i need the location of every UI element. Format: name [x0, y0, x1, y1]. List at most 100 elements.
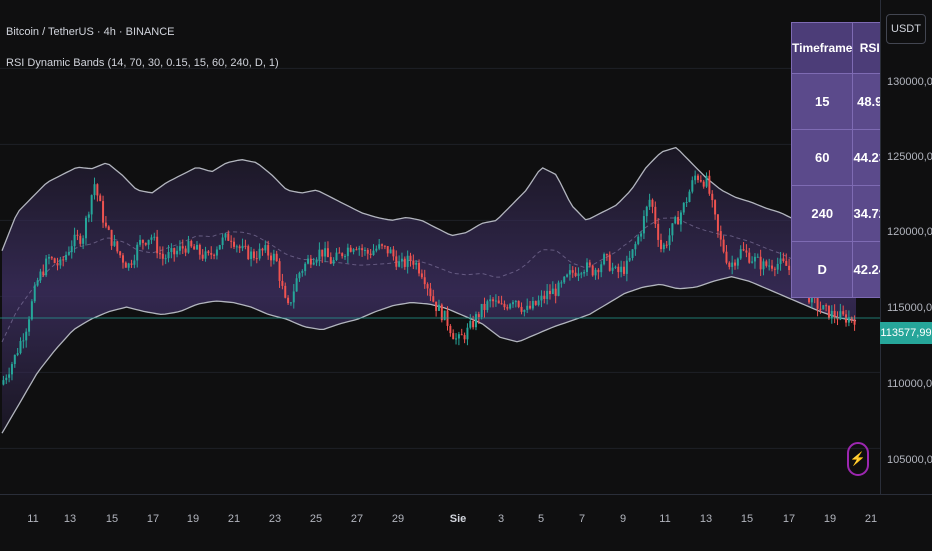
- candle-body: [600, 264, 603, 273]
- candle-body: [617, 266, 620, 273]
- candle-body: [429, 288, 432, 297]
- candle-body: [341, 253, 344, 257]
- candle-body: [90, 195, 93, 215]
- candle-body: [509, 304, 512, 309]
- candle-body: [329, 257, 332, 264]
- candle-body: [255, 258, 258, 260]
- candle-body: [483, 303, 486, 310]
- candle-body: [523, 309, 526, 312]
- candle-body: [295, 278, 298, 292]
- price-axis[interactable]: [880, 0, 932, 494]
- candle-body: [500, 303, 503, 305]
- time-tick-label: 17: [782, 513, 796, 525]
- candle-body: [773, 268, 776, 270]
- rsi-table-header-row: Timeframe RSI: [790, 22, 888, 74]
- candle-body: [139, 239, 142, 245]
- candle-body: [201, 254, 204, 259]
- table-row: 60 44.23: [790, 129, 888, 186]
- candle-body: [409, 255, 412, 261]
- candle-body: [184, 248, 187, 253]
- chart-area[interactable]: Bitcoin / TetherUS · 4h · BINANCE RSI Dy…: [0, 0, 888, 494]
- candle-body: [181, 246, 184, 249]
- candle-body: [486, 301, 489, 310]
- candle-body: [119, 251, 122, 256]
- price-chart[interactable]: [0, 0, 880, 494]
- time-tick-label: 25: [309, 513, 323, 525]
- candle-body: [121, 255, 124, 263]
- candle-body: [93, 184, 96, 196]
- candle-body: [842, 311, 845, 315]
- candle-body: [455, 338, 458, 340]
- candle-body: [338, 252, 341, 254]
- current-price-badge: 113577,99: [880, 322, 932, 344]
- candle-body: [406, 255, 409, 267]
- candle-body: [768, 265, 771, 267]
- candle-body: [352, 249, 355, 252]
- rsi-timeframe-table: Timeframe RSI 15 48.9 60 44.23 240 34.72…: [790, 22, 888, 298]
- candle-body: [324, 248, 327, 257]
- candle-body: [312, 262, 315, 265]
- candle-body: [514, 300, 517, 303]
- candle-body: [196, 244, 198, 250]
- candle-body: [332, 259, 335, 264]
- candle-body: [759, 256, 762, 270]
- candle-body: [247, 246, 250, 260]
- candle-body: [452, 333, 455, 340]
- candle-body: [116, 241, 119, 252]
- candle-body: [22, 340, 25, 342]
- currency-button[interactable]: USDT: [886, 14, 926, 44]
- candle-body: [699, 179, 702, 182]
- symbol-title[interactable]: Bitcoin / TetherUS · 4h · BINANCE: [6, 26, 175, 38]
- candle-body: [583, 271, 586, 274]
- price-tick-label: 110000,00: [887, 378, 932, 390]
- candle-body: [657, 223, 660, 240]
- candle-body: [96, 184, 99, 196]
- candle-body: [682, 202, 685, 213]
- candle-body: [53, 258, 56, 263]
- candle-body: [540, 295, 543, 301]
- candle-body: [623, 266, 625, 274]
- price-tick-label: 105000,00: [887, 454, 932, 466]
- candle-body: [153, 236, 156, 238]
- candle-body: [136, 244, 139, 261]
- candle-body: [660, 239, 662, 250]
- candle-body: [640, 233, 643, 237]
- candle-body: [127, 263, 130, 268]
- candle-body: [742, 249, 745, 251]
- candle-body: [432, 296, 435, 302]
- candle-body: [104, 222, 107, 227]
- time-axis[interactable]: 11 13 15 17 19 21 23 25 27 29 Sie 3 5 7 …: [0, 494, 932, 551]
- candle-body: [628, 257, 631, 261]
- candle-body: [210, 252, 213, 255]
- candle-body: [383, 245, 386, 247]
- candle-body: [204, 251, 207, 259]
- candle-body: [73, 234, 76, 247]
- candle-body: [594, 269, 597, 276]
- candle-body: [477, 314, 480, 318]
- candle-body: [28, 319, 31, 332]
- candle-body: [56, 262, 59, 266]
- candle-body: [571, 270, 574, 273]
- candle-body: [719, 231, 722, 240]
- candle-body: [84, 217, 87, 239]
- candle-body: [16, 353, 19, 355]
- candle-body: [398, 261, 401, 267]
- indicator-legend[interactable]: RSI Dynamic Bands (14, 70, 30, 0.15, 15,…: [6, 57, 279, 69]
- candle-body: [59, 259, 62, 266]
- candle-body: [250, 251, 253, 260]
- candle-body: [224, 233, 227, 238]
- lightning-bolt-icon[interactable]: ⚡: [847, 442, 869, 476]
- candle-body: [318, 249, 321, 260]
- candle-body: [363, 249, 366, 251]
- candle-body: [457, 334, 460, 339]
- candle-body: [551, 288, 554, 295]
- candle-body: [668, 235, 671, 246]
- candle-body: [731, 262, 734, 267]
- candle-body: [261, 248, 264, 251]
- candle-body: [33, 285, 36, 302]
- table-row: D 42.24: [790, 241, 888, 298]
- candle-body: [284, 285, 287, 298]
- candle-body: [443, 310, 446, 321]
- candle-body: [580, 273, 583, 275]
- candle-body: [469, 320, 472, 328]
